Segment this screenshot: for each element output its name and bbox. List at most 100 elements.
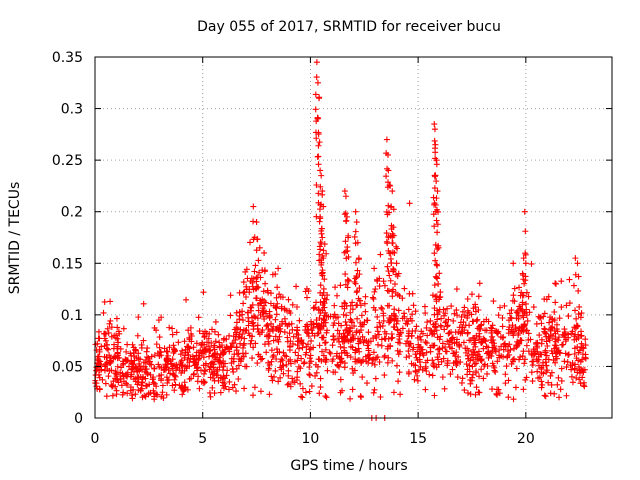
data-point	[266, 391, 273, 398]
data-point	[376, 275, 383, 282]
data-point	[456, 343, 463, 350]
peak-point	[344, 278, 351, 285]
peak-point	[313, 74, 320, 81]
data-point	[464, 312, 471, 319]
data-point	[100, 330, 107, 337]
data-point	[479, 338, 486, 345]
data-point	[466, 362, 473, 369]
peak-point	[356, 285, 363, 292]
data-point	[356, 348, 363, 355]
data-point	[134, 332, 141, 339]
data-point	[435, 346, 442, 353]
data-point	[285, 367, 292, 374]
peak-point	[391, 249, 398, 256]
data-point	[163, 356, 170, 363]
data-point	[316, 390, 323, 397]
peak-point	[390, 232, 397, 239]
data-point	[499, 314, 506, 321]
data-point	[218, 360, 225, 367]
data-point	[319, 348, 326, 355]
data-point	[355, 357, 362, 364]
data-point	[341, 349, 348, 356]
data-point	[460, 339, 467, 346]
data-point	[405, 348, 412, 355]
data-point	[295, 331, 302, 338]
data-point	[272, 367, 279, 374]
peak-point	[470, 318, 477, 325]
peak-point	[432, 172, 439, 179]
data-point	[488, 353, 495, 360]
data-point	[538, 336, 545, 343]
data-point	[538, 384, 545, 391]
peak-point	[520, 292, 527, 299]
data-point	[221, 380, 228, 387]
data-point	[163, 391, 170, 398]
data-point	[440, 355, 447, 362]
data-point	[540, 313, 547, 320]
peak-point	[275, 327, 282, 334]
data-point	[254, 360, 261, 367]
data-point	[209, 326, 216, 333]
data-point	[566, 300, 573, 307]
data-point	[552, 330, 559, 337]
data-point	[579, 374, 586, 381]
data-point	[477, 357, 484, 364]
data-point	[519, 312, 526, 319]
data-point	[511, 285, 518, 292]
data-point	[220, 336, 227, 343]
data-point	[240, 300, 247, 307]
data-point	[149, 376, 156, 383]
data-point	[524, 317, 531, 324]
data-point	[571, 336, 578, 343]
data-point	[349, 299, 356, 306]
data-point	[118, 364, 125, 371]
data-point	[132, 347, 139, 354]
data-point	[381, 282, 388, 289]
data-point	[560, 341, 567, 348]
data-point	[545, 356, 552, 363]
data-point	[332, 314, 339, 321]
y-tick-label: 0.2	[61, 205, 83, 221]
peak-point	[315, 153, 322, 160]
data-point	[294, 327, 301, 334]
data-point	[227, 292, 234, 299]
data-point	[467, 380, 474, 387]
data-point	[427, 344, 434, 351]
data-point	[171, 376, 178, 383]
data-point	[444, 338, 451, 345]
data-point	[347, 309, 354, 316]
data-point	[240, 279, 247, 286]
data-point	[333, 353, 340, 360]
data-point	[205, 335, 212, 342]
data-point	[165, 376, 172, 383]
data-point	[364, 317, 371, 324]
data-point	[494, 391, 501, 398]
data-point	[277, 364, 284, 371]
data-point	[566, 276, 573, 283]
data-point	[124, 390, 131, 397]
data-point	[154, 350, 161, 357]
data-point	[438, 315, 445, 322]
data-point	[488, 329, 495, 336]
data-point	[389, 357, 396, 364]
data-point	[512, 324, 519, 331]
data-point	[281, 352, 288, 359]
data-point	[190, 371, 197, 378]
data-point	[230, 333, 237, 340]
data-point	[115, 379, 122, 386]
data-point	[431, 392, 438, 399]
peak-point	[342, 271, 349, 278]
data-point	[114, 324, 121, 331]
data-point	[568, 373, 575, 380]
data-point	[520, 348, 527, 355]
data-point	[202, 362, 209, 369]
peak-point	[433, 274, 440, 281]
peak-point	[389, 188, 396, 195]
data-point	[173, 329, 180, 336]
data-point	[378, 304, 385, 311]
data-point	[561, 358, 568, 365]
data-point	[365, 338, 372, 345]
data-point	[528, 369, 535, 376]
data-point	[117, 345, 124, 352]
peak-point	[572, 255, 579, 262]
